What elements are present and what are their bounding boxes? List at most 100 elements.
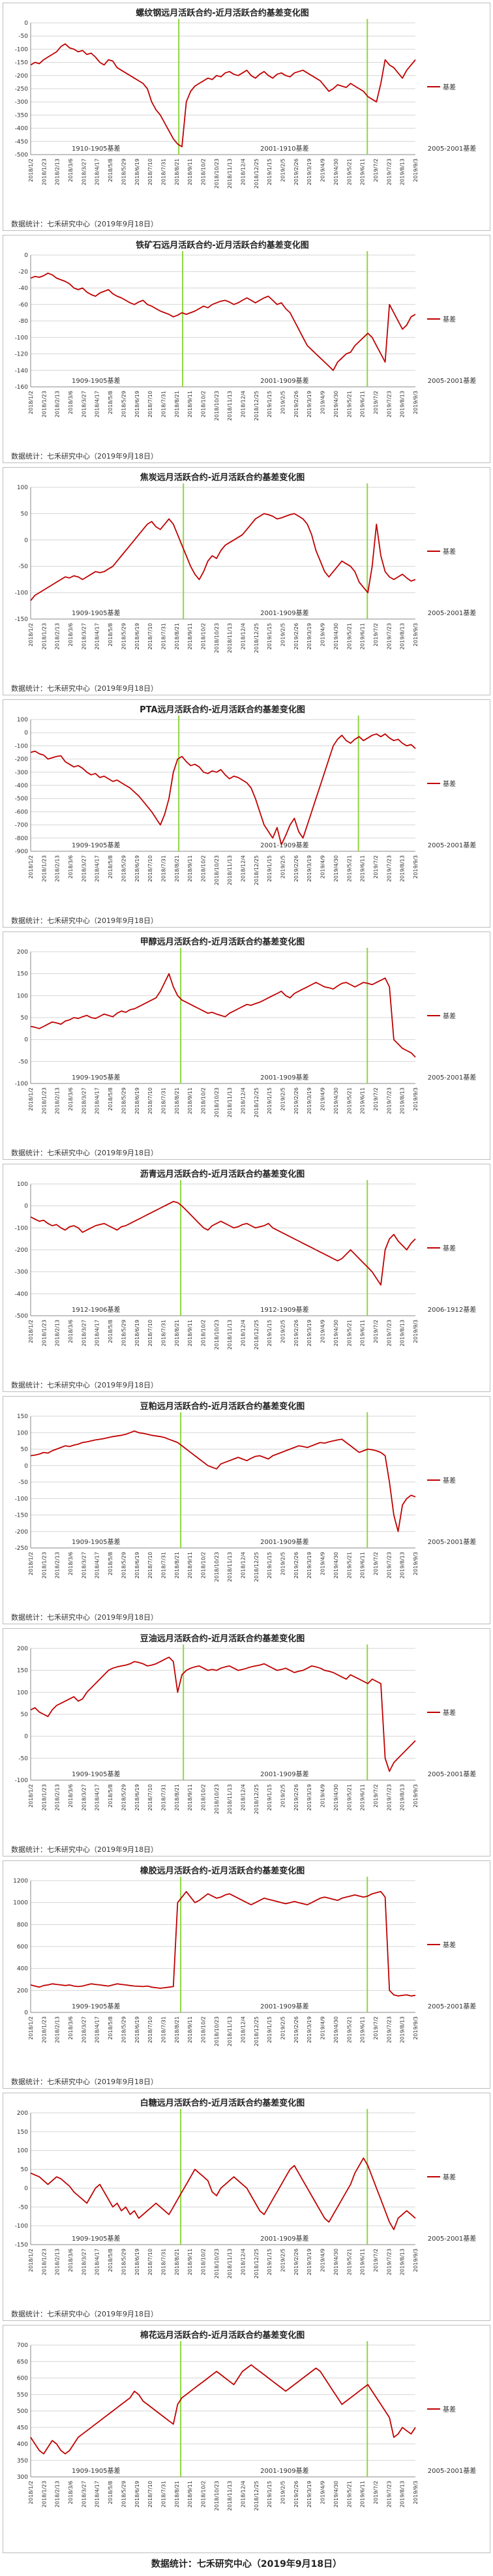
x-tick-label: 2018/7/10 [147,1087,153,1114]
y-tick-label: 200 [17,1988,28,1994]
x-tick-label: 2019/1/15 [267,391,273,417]
x-tick-label: 2018/7/10 [147,855,153,882]
x-tick-label: 2019/1/15 [267,2249,273,2275]
legend-label: 基差 [443,780,456,788]
y-tick-label: 0 [24,20,28,27]
y-tick-label: 50 [21,1015,29,1022]
y-tick-label: 400 [17,2442,28,2448]
x-tick-label: 2018/7/10 [147,2249,153,2275]
x-tick-label: 2019/3/19 [306,2481,312,2508]
x-tick-label: 2018/10/23 [214,623,220,653]
x-tick-label: 2019/1/15 [267,159,273,185]
x-tick-label: 2018/12/25 [254,855,260,885]
series-line [30,513,416,601]
x-tick-label: 2018/10/2 [201,1320,207,1346]
x-tick-label: 2018/12/4 [241,1552,246,1579]
x-tick-label: 2019/7/23 [386,2481,392,2508]
x-tick-label: 2019/9/3 [413,2249,419,2272]
y-tick-label: 300 [17,2474,28,2481]
y-tick-label: 100 [17,1430,28,1436]
x-tick-label: 2019/7/2 [373,1784,379,1808]
y-tick-label: 0 [24,2185,28,2192]
x-tick-label: 2019/5/21 [346,623,352,650]
x-tick-label: 2019/2/26 [293,1087,299,1114]
x-tick-label: 2019/8/13 [400,2481,406,2508]
y-tick-label: -100 [15,1225,29,1232]
x-tick-label: 2018/12/25 [254,1320,260,1350]
x-tick-label: 2018/10/23 [214,391,220,421]
x-tick-label: 2018/11/13 [227,2481,233,2511]
x-tick-label: 2018/9/11 [187,2249,193,2275]
legend-label: 基差 [443,1708,456,1717]
x-tick-label: 2018/12/25 [254,623,260,653]
x-tick-label: 2018/6/19 [134,1320,140,1346]
y-tick-label: 0 [24,1734,28,1740]
source-note: 数据统计：七禾研究中心（2019年9月18日） [11,451,158,461]
y-tick-label: -300 [15,99,29,106]
y-tick-label: -80 [18,318,28,325]
x-tick-label: 2018/10/2 [201,1784,207,1811]
x-tick-label: 2018/8/21 [174,1320,180,1346]
x-tick-label: 2018/4/17 [95,1784,100,1811]
x-tick-label: 2018/4/17 [95,1320,100,1346]
x-tick-label: 2019/6/11 [360,1087,366,1114]
chart-svg: 螺纹钢远月活跃合约-近月活跃合约基差变化图 0 -50 -100 -150 -200 -25… [11,8,476,228]
x-tick-label: 2019/3/19 [306,855,312,882]
y-tick-label: -200 [15,73,29,80]
x-tick-label: 2019/8/13 [400,1320,406,1346]
x-tick-label: 2019/8/13 [400,159,406,185]
x-tick-label: 2018/5/8 [108,1552,113,1575]
x-tick-label: 2018/3/6 [68,855,74,879]
x-tick-label: 2019/7/23 [386,623,392,650]
x-tick-label: 2019/2/26 [293,2249,299,2275]
x-tick-label: 2018/11/13 [227,1552,233,1582]
x-tick-label: 2018/3/6 [68,1784,74,1808]
x-tick-label: 2018/4/17 [95,2249,100,2275]
x-tick-label: 2018/1/2 [28,2016,34,2040]
x-tick-label: 2018/3/27 [81,623,87,650]
x-tick-label: 2018/6/19 [134,2249,140,2275]
x-tick-label: 2019/4/30 [333,1320,339,1346]
x-tick-label: 2019/4/30 [333,623,339,650]
x-tick-label: 2019/6/11 [360,159,366,185]
x-tick-label: 2019/4/9 [320,159,326,182]
chart-svg: 豆粕远月活跃合约-近月活跃合约基差变化图 150 100 50 0 -50 -100 -150… [11,1401,477,1622]
y-tick-label: -450 [15,139,29,145]
x-tick-label: 2019/9/3 [413,623,419,646]
y-tick-label: 1200 [13,1878,28,1885]
x-tick-label: 2019/5/21 [346,855,352,882]
y-tick-label: -100 [15,1778,29,1784]
x-tick-label: 2018/5/8 [108,2481,113,2504]
x-tick-label: 2019/4/30 [333,1552,339,1579]
x-tick-label: 2019/1/15 [267,2481,273,2508]
y-tick-label: -100 [15,335,29,341]
legend-label: 基差 [443,1941,456,1949]
y-tick-label: -50 [18,564,28,570]
x-tick-label: 2018/5/29 [121,2481,127,2508]
x-tick-label: 2018/11/13 [227,1320,233,1350]
chart-title: 焦炭远月活跃合约-近月活跃合约基差变化图 [140,472,305,483]
x-tick-label: 2019/2/26 [293,2016,299,2043]
x-tick-label: 2018/3/6 [68,2249,74,2272]
x-tick-label: 2018/7/10 [147,159,153,185]
x-tick-label: 2018/7/10 [147,1784,153,1811]
y-tick-label: -200 [15,1529,29,1536]
x-tick-label: 2018/12/4 [241,2481,246,2508]
x-tick-label: 2018/5/8 [108,391,113,414]
y-tick-label: -500 [15,796,29,802]
x-tick-label: 2018/12/4 [241,1784,246,1811]
x-tick-label: 2018/1/2 [28,1784,34,1808]
x-tick-label: 2018/7/10 [147,391,153,417]
chart-svg: 棉花远月活跃合约-近月活跃合约基差变化图 700 650 600 550 500 450 40… [17,2330,476,2511]
period-label: 2001-1910基差 [260,144,309,153]
x-tick-label: 2018/1/23 [41,2016,47,2043]
x-tick-label: 2019/5/21 [346,159,352,185]
x-tick-label: 2019/8/13 [400,391,406,417]
x-tick-label: 2018/11/13 [227,855,233,885]
period-label: 2005-2001基差 [428,1538,477,1546]
period-label: 2006-1912基差 [428,1305,477,1314]
x-tick-label: 2019/3/19 [306,2249,312,2275]
x-tick-label: 2018/5/29 [121,1087,127,1114]
x-tick-label: 2018/12/25 [254,1087,260,1117]
period-label: 2001-1909基差 [260,2002,309,2010]
